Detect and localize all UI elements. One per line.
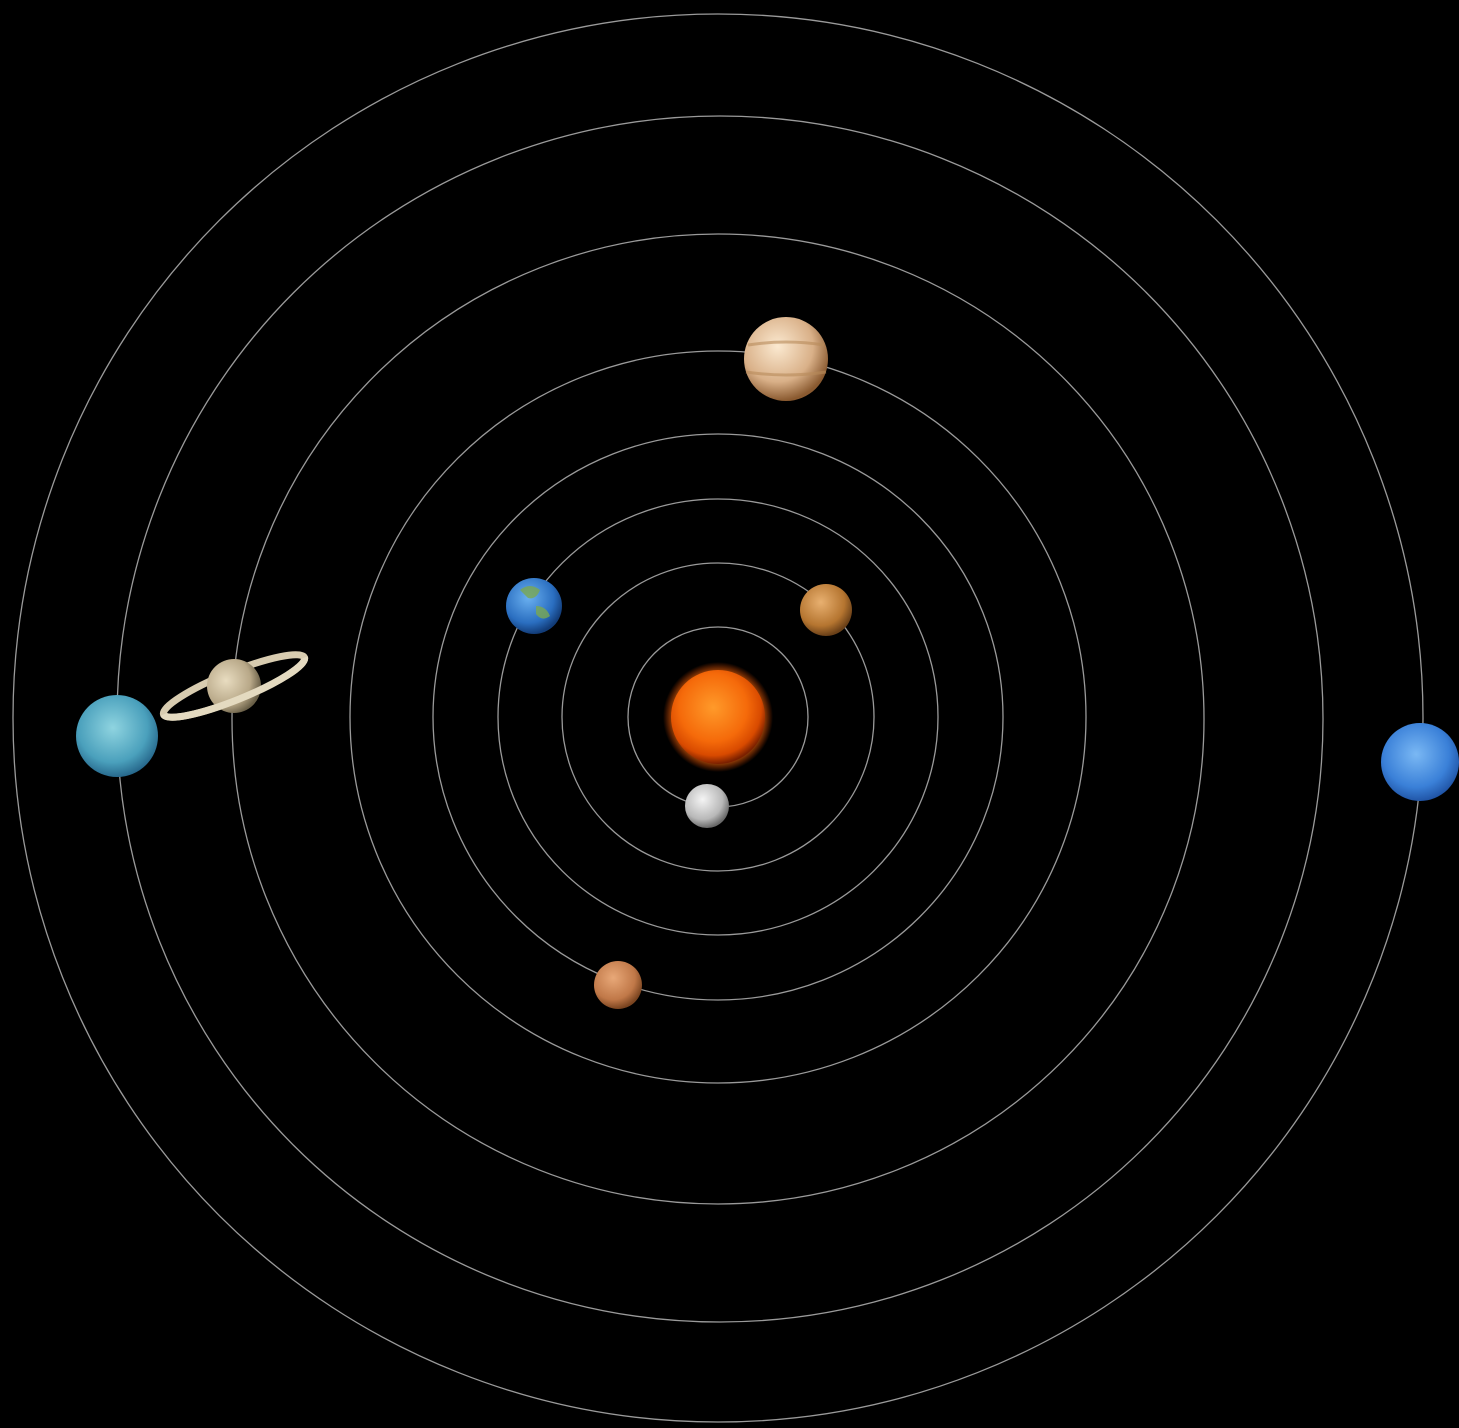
earth-sphere: [506, 578, 562, 634]
mercury: [685, 784, 729, 828]
jupiter-sphere: [744, 317, 828, 401]
mars: [594, 961, 642, 1009]
page: [0, 0, 1459, 1428]
solar-system: [0, 0, 1459, 1428]
uranus: [76, 695, 158, 777]
neptune: [1381, 723, 1459, 801]
earth: [506, 578, 562, 634]
jupiter: [744, 317, 828, 401]
venus: [800, 584, 852, 636]
sun: [671, 670, 765, 764]
